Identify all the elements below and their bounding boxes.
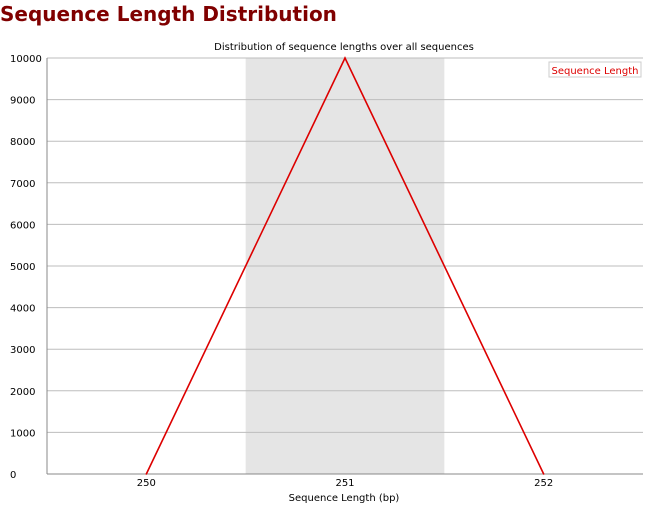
x-axis-label: Sequence Length (bp)	[289, 493, 400, 504]
data-point-251	[344, 57, 346, 59]
y-tick-label-1000: 1000	[10, 428, 35, 439]
data-point-250	[145, 473, 148, 475]
x-tick-label-251: 251	[335, 478, 354, 489]
y-tick-label-0: 0	[10, 470, 16, 481]
y-tick-label-8000: 8000	[10, 137, 35, 148]
y-tick-label-3000: 3000	[10, 345, 35, 356]
page-title: Sequence Length Distribution	[0, 2, 337, 26]
data-point-252	[542, 473, 545, 475]
y-tick-label-4000: 4000	[10, 304, 35, 315]
legend-box	[548, 61, 642, 78]
x-tick-label-250: 250	[137, 478, 156, 489]
series-layer	[145, 56, 545, 475]
legend: Sequence Length	[548, 61, 642, 78]
x-tick-label-252: 252	[534, 478, 553, 489]
y-tick-label-5000: 5000	[10, 262, 35, 273]
grid-layer	[47, 57, 643, 433]
y-tick-label-7000: 7000	[10, 179, 35, 190]
y-tick-label-10000: 10000	[10, 54, 42, 65]
y-tick-label-6000: 6000	[10, 220, 35, 231]
chart-title: Distribution of sequence lengths over al…	[214, 42, 474, 53]
y-tick-label-2000: 2000	[10, 387, 35, 398]
y-tick-label-9000: 9000	[10, 96, 35, 107]
legend-item-sequence-length: Sequence Length	[552, 66, 639, 77]
